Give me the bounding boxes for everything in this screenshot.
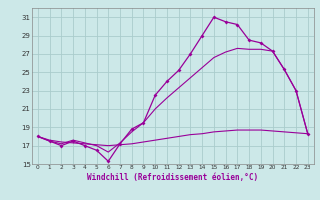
X-axis label: Windchill (Refroidissement éolien,°C): Windchill (Refroidissement éolien,°C) [87, 173, 258, 182]
